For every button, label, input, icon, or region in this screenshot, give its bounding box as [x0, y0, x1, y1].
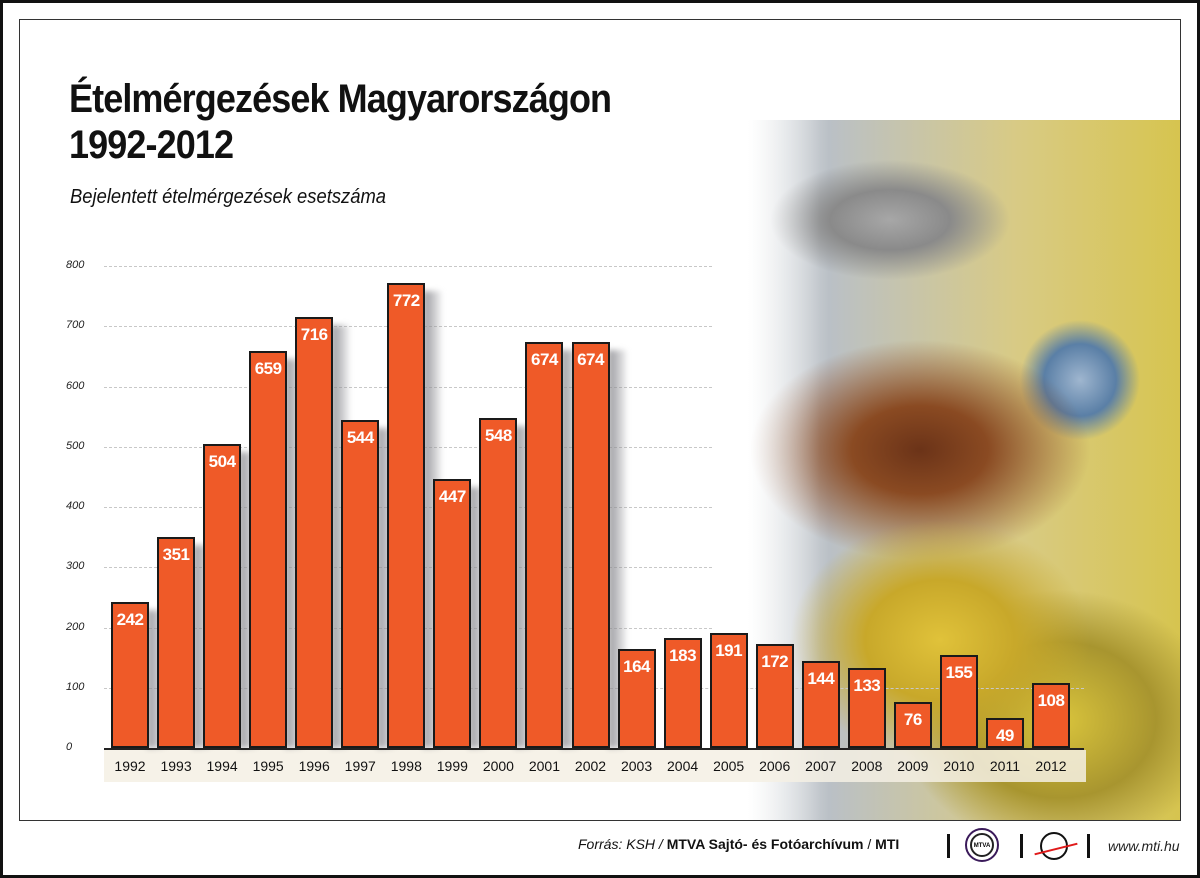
y-tick-label: 0	[66, 741, 73, 753]
x-tick-label: 2012	[1035, 758, 1067, 774]
bar-value-label: 548	[484, 425, 512, 445]
bar-2007: 144	[801, 661, 840, 748]
mtva-logo-icon: MTVA	[965, 828, 999, 862]
bar-2003: 164	[617, 649, 656, 748]
x-tick-label: 2000	[482, 758, 514, 774]
x-tick-label: 1995	[252, 758, 284, 774]
website-link[interactable]: www.mti.hu	[1108, 838, 1180, 854]
bar-1994: 504	[203, 444, 242, 748]
x-axis-band	[104, 750, 1086, 782]
y-tick-label: 400	[66, 500, 85, 512]
bar-value-label: 191	[715, 640, 743, 660]
bar-value-label: 242	[116, 610, 144, 630]
bar-2012: 108	[1032, 682, 1070, 748]
y-tick-label: 100	[66, 680, 85, 693]
x-tick-label: 2008	[851, 758, 883, 774]
bar-1995: 659	[249, 350, 288, 748]
x-tick-label: 2009	[897, 758, 929, 774]
bar-2009: 76	[893, 702, 932, 748]
chart-subtitle: Bejelentett ételmérgezések esetszáma	[70, 186, 387, 208]
bar-2001: 674	[525, 341, 564, 748]
x-tick-label: 2002	[574, 758, 607, 774]
x-tick-label: 1999	[436, 758, 468, 774]
source-separator: /	[867, 836, 872, 852]
bar-1996: 716	[295, 316, 334, 748]
x-tick-label: 2003	[620, 758, 653, 774]
bar-value-label: 659	[254, 358, 282, 378]
bar-2000: 548	[479, 417, 518, 748]
bar-2002: 674	[571, 341, 610, 748]
bar-1997: 544	[341, 420, 380, 748]
footer-divider	[1087, 834, 1090, 858]
x-tick-label: 2001	[528, 758, 561, 774]
bar-2011: 49	[985, 718, 1024, 748]
bar-2006: 172	[755, 644, 794, 748]
bar-value-label: 674	[577, 349, 604, 369]
x-tick-label: 2006	[759, 758, 791, 774]
x-tick-label: 2007	[805, 758, 837, 774]
bar-2005: 191	[709, 632, 748, 748]
bar-value-label: 144	[807, 669, 835, 689]
y-tick-label: 300	[66, 560, 85, 573]
bar-2004: 183	[663, 637, 702, 748]
bar-value-label: 49	[995, 726, 1014, 746]
footer-divider	[947, 834, 950, 858]
x-tick-label: 1996	[298, 758, 330, 774]
bar-value-label: 504	[208, 452, 236, 472]
source-prefix: Forrás: KSH /	[578, 836, 663, 852]
bar-value-label: 76	[903, 710, 922, 730]
x-tick-label: 1993	[160, 758, 192, 774]
x-tick-label: 2011	[989, 758, 1020, 774]
bar-shadow	[607, 349, 626, 748]
title-line-2: 1992-2012	[69, 123, 234, 167]
bar-value-label: 155	[945, 662, 973, 682]
x-tick-label: 1997	[344, 758, 376, 774]
x-tick-label: 1998	[390, 758, 422, 774]
y-tick-label: 600	[66, 379, 85, 392]
title-line-1: Ételmérgezések Magyarországon	[69, 77, 612, 121]
bar-2008: 133	[847, 667, 886, 748]
x-tick-label: 1994	[206, 758, 238, 774]
bar-value-label: 108	[1037, 690, 1065, 710]
y-tick-label: 700	[66, 319, 85, 332]
bar-value-label: 447	[438, 486, 466, 506]
bar-1998: 772	[387, 282, 426, 748]
x-axis-line	[104, 748, 1084, 750]
bar-value-label: 674	[531, 349, 558, 369]
bar-value-label: 716	[300, 324, 328, 344]
bar-value-label: 164	[623, 657, 650, 677]
bar-value-label: 544	[346, 428, 374, 448]
bar-value-label: 133	[853, 675, 881, 695]
bar-value-label: 183	[669, 645, 697, 665]
chart-title: Ételmérgezések Magyarországon 1992-2012	[69, 76, 612, 168]
x-tick-label: 2010	[943, 758, 975, 774]
bar-value-label: 172	[761, 652, 789, 672]
y-tick-label: 500	[66, 439, 85, 452]
bar-value-label: 772	[392, 290, 420, 310]
bar-1993: 351	[157, 536, 196, 748]
source-credit: Forrás: KSH / MTVA Sajtó- és Fotóarchívu…	[578, 836, 899, 852]
bar-2010: 155	[939, 654, 978, 748]
source-mti: MTI	[875, 836, 900, 852]
gridline	[104, 266, 712, 267]
bar-value-label: 351	[162, 544, 190, 564]
y-tick-label: 200	[66, 620, 85, 633]
x-tick-label: 1992	[114, 758, 146, 774]
y-tick-label: 800	[66, 259, 85, 271]
x-tick-label: 2004	[667, 758, 699, 774]
bar-1992: 242	[111, 602, 149, 748]
x-tick-label: 2005	[713, 758, 745, 774]
mtva-logo-text: MTVA	[970, 833, 994, 857]
footer-divider	[1020, 834, 1023, 858]
bar-1999: 447	[433, 478, 472, 748]
source-archive: MTVA Sajtó- és Fotóarchívum	[666, 836, 864, 852]
